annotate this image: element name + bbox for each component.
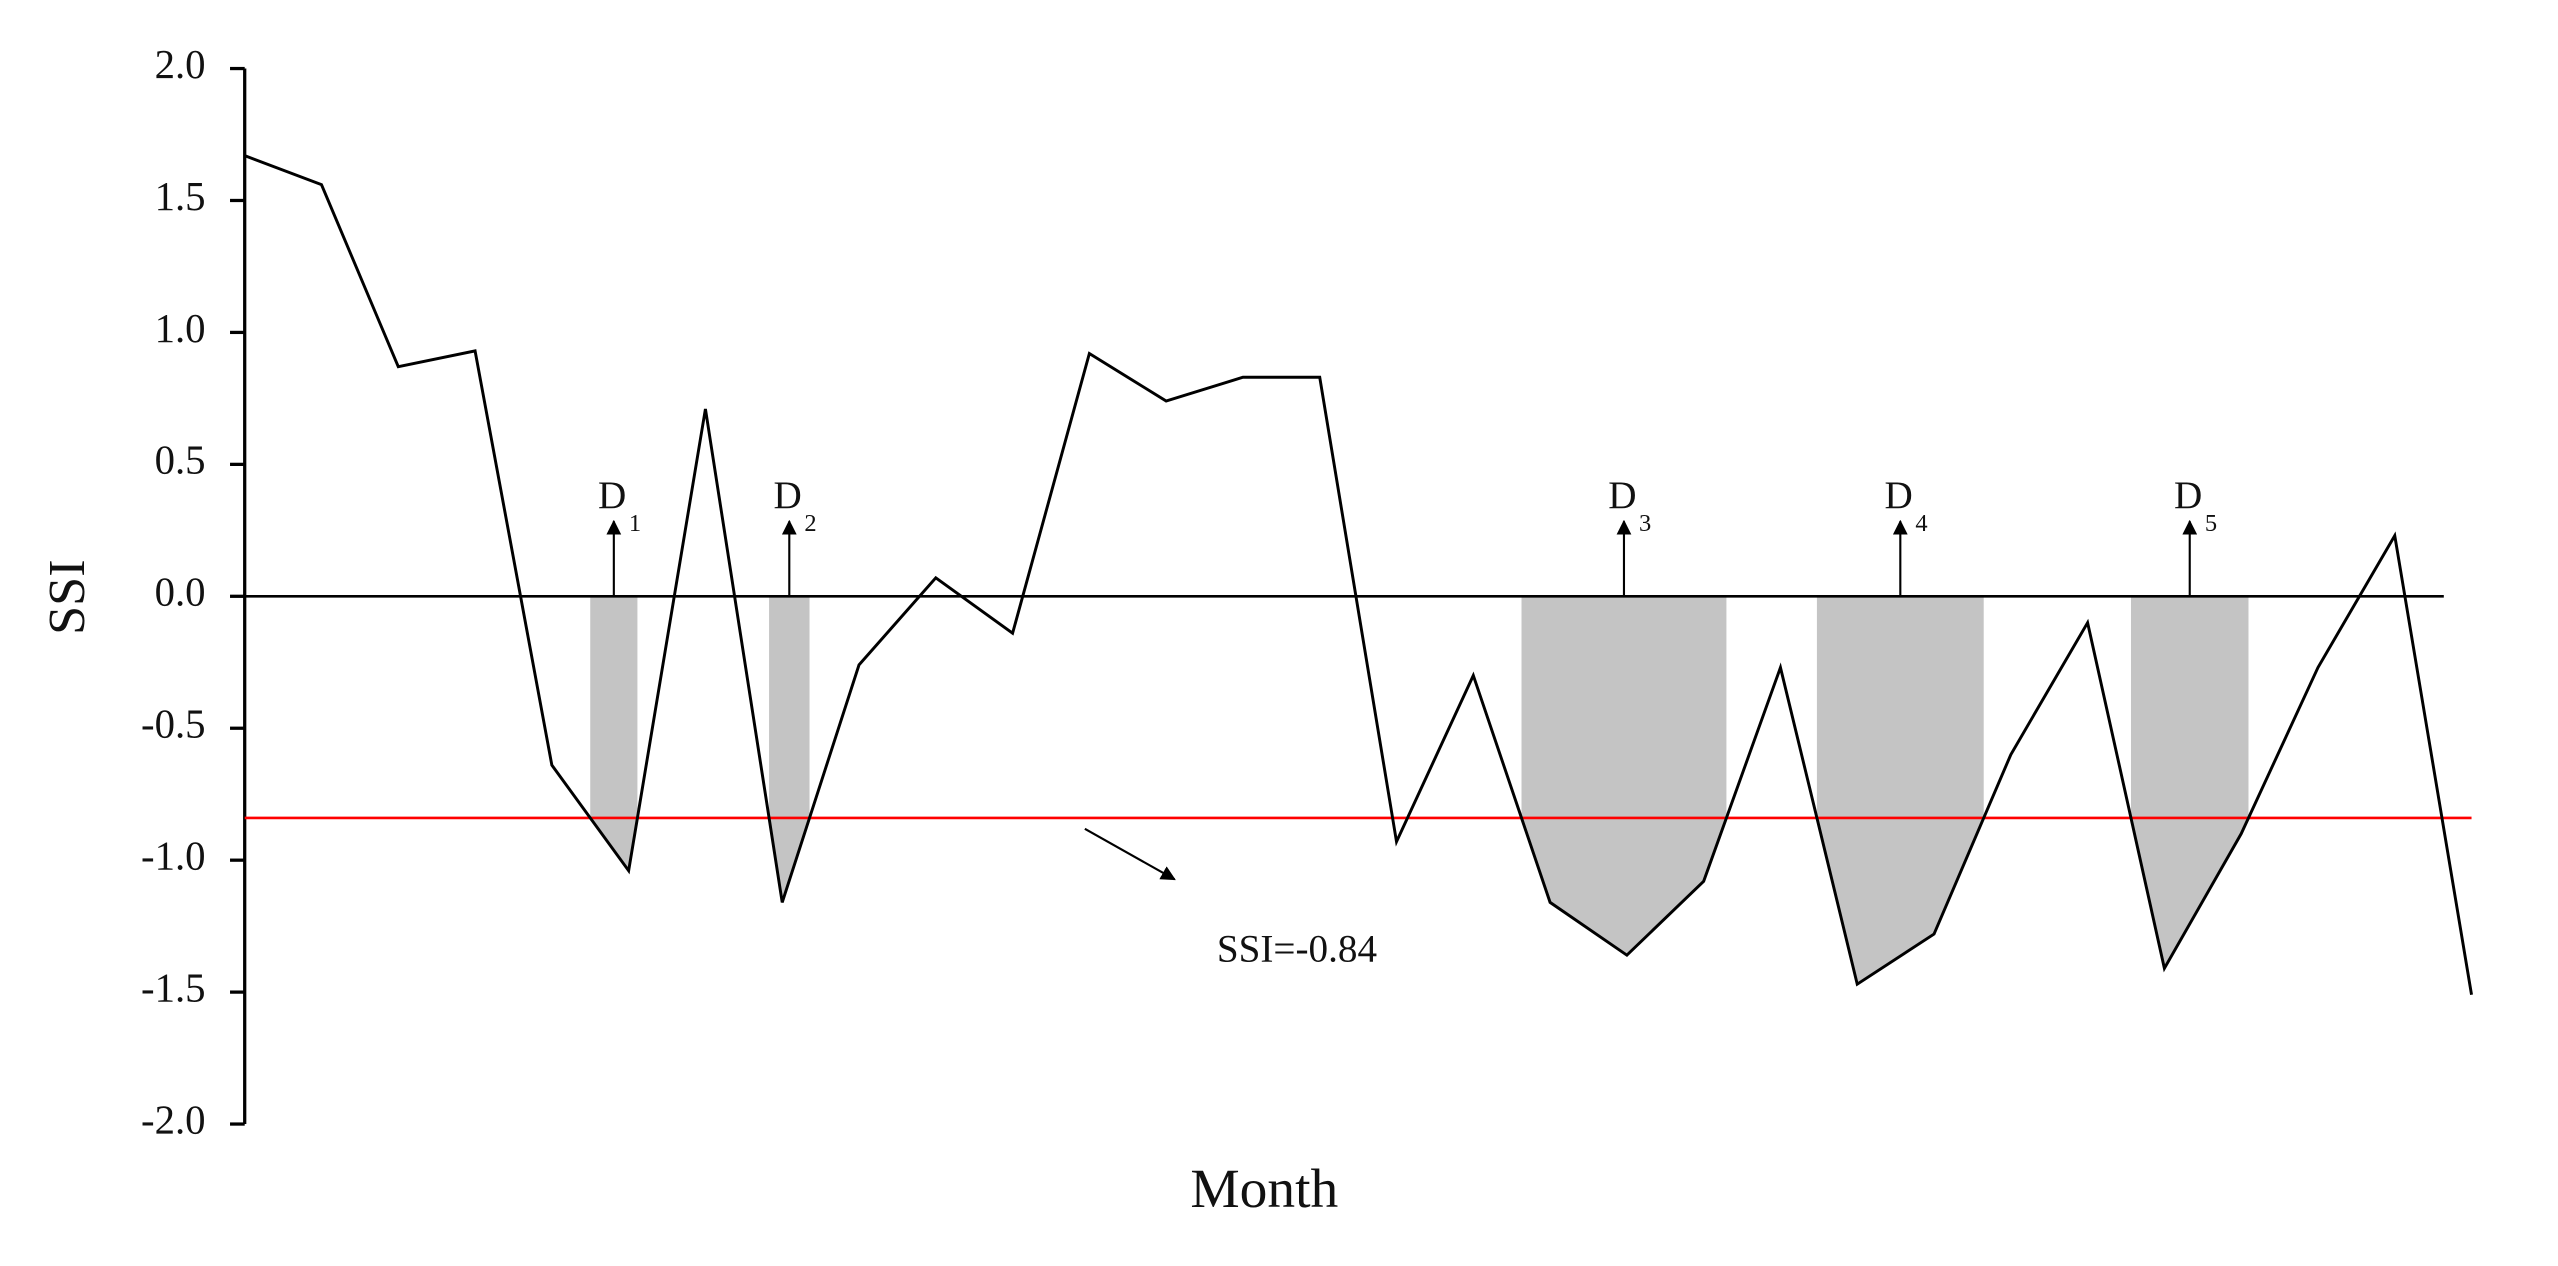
drought-subscript: 5 — [2205, 510, 2217, 537]
drought-label: D — [598, 474, 626, 517]
y-tick-label: 0.5 — [155, 438, 206, 483]
y-tick-label: -0.5 — [141, 702, 206, 747]
x-axis-label: Month — [1190, 1158, 1338, 1219]
drought-label: D — [1608, 474, 1636, 517]
annotation-arrow — [1084, 827, 1176, 881]
drought-subscript: 2 — [804, 510, 816, 537]
drought-area — [2130, 596, 2249, 969]
y-tick-label: 1.0 — [155, 306, 206, 351]
drought-area — [590, 596, 638, 871]
ssi-line — [244, 154, 2473, 995]
drought-area — [1521, 596, 1727, 956]
threshold-label: SSI=-0.84 — [1217, 928, 1377, 971]
plot-layer: 2.01.51.00.50.0-0.5-1.0-1.5-2.0D1D2D3D4D… — [141, 42, 2473, 1142]
y-tick-label: 0.0 — [155, 570, 206, 615]
drought-area — [769, 596, 810, 903]
y-tick-label: -1.0 — [141, 834, 206, 879]
shading-layer — [590, 596, 2249, 985]
y-tick-label: -1.5 — [141, 965, 206, 1010]
drought-subscript: 3 — [1639, 510, 1651, 537]
y-axis-label: SSI — [38, 559, 96, 634]
drought-subscript: 1 — [629, 510, 641, 537]
drought-label: D — [1885, 474, 1913, 517]
drought-subscript: 4 — [1915, 510, 1927, 537]
y-tick-label: 1.5 — [155, 174, 206, 219]
y-tick-label: -2.0 — [141, 1097, 206, 1142]
y-tick-label: 2.0 — [155, 42, 206, 87]
drought-area — [1816, 596, 1984, 985]
drought-label: D — [2174, 474, 2202, 517]
drought-label: D — [774, 474, 802, 517]
